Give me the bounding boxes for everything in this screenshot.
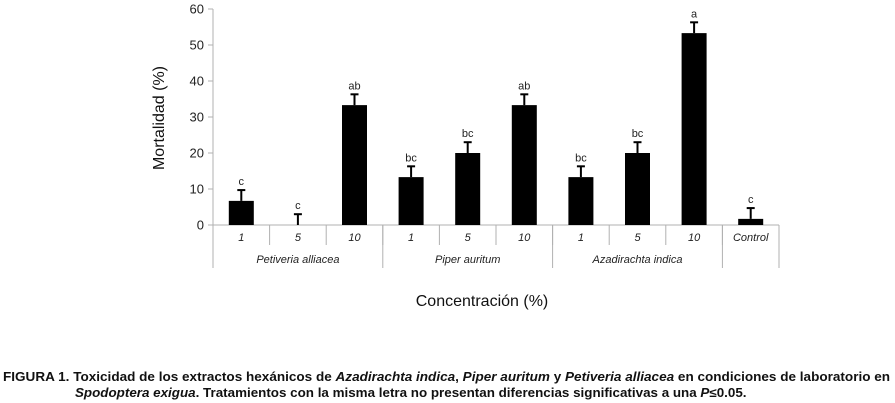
category-label: 5: [295, 232, 302, 244]
caption-segment: Azadirachta indica: [335, 370, 456, 384]
caption-segment: y: [549, 370, 566, 384]
category-label: Control: [733, 232, 769, 244]
y-tick-label: 0: [197, 218, 204, 233]
figure-caption-line-2: Spodoptera exigua. Tratamientos con la m…: [75, 386, 747, 400]
significance-letter: bc: [632, 128, 644, 140]
category-label: 1: [408, 232, 414, 244]
significance-letter: bc: [462, 128, 474, 140]
significance-letter: a: [691, 8, 698, 20]
caption-segment: ,: [455, 370, 463, 384]
category-label: 10: [518, 232, 531, 244]
caption-segment: P: [700, 386, 710, 400]
bar: [398, 177, 424, 225]
group-label: Piper auritum: [435, 254, 500, 266]
bar: [228, 200, 254, 225]
caption-segment: Spodoptera exigua: [75, 386, 196, 400]
group-label: Petiveria alliacea: [256, 254, 339, 266]
category-label: 1: [578, 232, 584, 244]
y-tick-label: 60: [190, 2, 204, 17]
y-tick-label: 20: [190, 146, 204, 161]
bar: [738, 218, 764, 225]
y-tick-label: 50: [190, 38, 204, 53]
category-label: 5: [634, 232, 641, 244]
figure-caption-line-1: FIGURA 1. Toxicidad de los extractos hex…: [3, 370, 890, 384]
category-label: 10: [688, 232, 701, 244]
caption-segment: Petiveria alliacea: [565, 370, 675, 384]
y-tick-label: 10: [190, 182, 204, 197]
y-tick-label: 40: [190, 74, 204, 89]
caption-segment: . Tratamientos con la misma letra no pre…: [195, 386, 701, 400]
bar: [568, 177, 594, 225]
significance-letter: c: [239, 176, 245, 188]
bar: [511, 105, 537, 225]
bar: [681, 33, 707, 226]
caption-segment: FIGURA 1. Toxicidad de los extractos hex…: [3, 370, 336, 384]
caption-segment: Piper auritum: [462, 370, 550, 384]
bar-chart: 0 10 20 30 40 50 60 Petiveria alliacea Piper aur…: [151, 2, 780, 310]
significance-letter: bc: [575, 152, 587, 164]
bar: [342, 105, 367, 225]
significance-letter: c: [295, 200, 301, 212]
group-label: Azadirachta indica: [592, 254, 683, 266]
category-label: 1: [238, 232, 244, 244]
x-axis-title: Concentración (%): [416, 293, 549, 310]
significance-letter: bc: [405, 152, 417, 164]
significance-letter: c: [748, 194, 754, 206]
y-axis-title: Mortalidad (%): [151, 66, 168, 170]
category-label: 5: [465, 232, 472, 244]
bar: [455, 153, 481, 225]
caption-segment: ≤0.05.: [709, 386, 747, 400]
category-label: 10: [348, 232, 361, 244]
bar: [625, 153, 650, 225]
y-tick-label: 30: [190, 110, 204, 125]
significance-letter: ab: [518, 80, 530, 92]
significance-letter: ab: [348, 80, 360, 92]
caption-segment: en condiciones de laboratorio en: [674, 370, 891, 384]
